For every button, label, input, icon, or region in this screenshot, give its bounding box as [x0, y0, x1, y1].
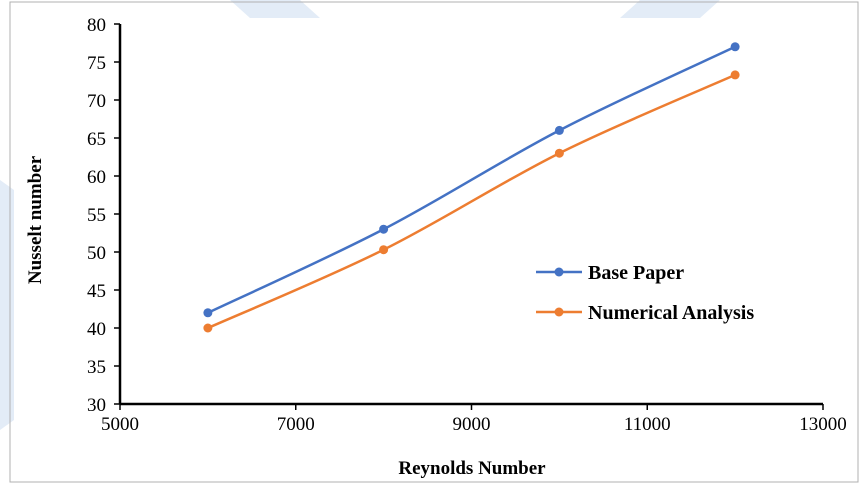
y-tick-label: 80 — [87, 15, 106, 36]
y-tick-label: 30 — [87, 395, 106, 416]
y-tick-label: 60 — [87, 167, 106, 188]
data-point-base-paper — [379, 225, 388, 234]
y-tick-label: 65 — [87, 129, 106, 150]
data-point-numerical-analysis — [203, 324, 212, 333]
legend: Base Paper Numerical Analysis — [536, 262, 754, 324]
y-tick-label: 55 — [87, 205, 106, 226]
data-point-numerical-analysis — [379, 245, 388, 254]
data-point-base-paper — [555, 126, 564, 135]
data-point-numerical-analysis — [731, 70, 740, 79]
x-tick-label: 11000 — [624, 414, 671, 435]
y-tick-label: 35 — [87, 357, 106, 378]
series-layer — [203, 42, 739, 332]
legend-marker-numerical-analysis — [555, 308, 564, 317]
data-point-base-paper — [731, 42, 740, 51]
y-tick-label: 40 — [87, 319, 106, 340]
y-tick-label: 70 — [87, 91, 106, 112]
y-tick-label: 50 — [87, 243, 106, 264]
y-tick-label: 75 — [87, 53, 106, 74]
x-tick-label: 7000 — [277, 414, 315, 435]
legend-label-numerical-analysis: Numerical Analysis — [588, 302, 754, 324]
y-axis-label: Nusselt number — [25, 155, 46, 284]
series-line-numerical-analysis — [208, 75, 735, 328]
legend-label-base-paper: Base Paper — [588, 262, 684, 284]
legend-marker-base-paper — [555, 268, 564, 277]
y-tick-label: 45 — [87, 281, 106, 302]
x-tick-label: 13000 — [799, 414, 847, 435]
data-point-base-paper — [203, 308, 212, 317]
x-axis-label: Reynolds Number — [398, 458, 546, 479]
data-point-numerical-analysis — [555, 149, 564, 158]
x-tick-label: 9000 — [453, 414, 491, 435]
x-tick-label: 5000 — [101, 414, 139, 435]
